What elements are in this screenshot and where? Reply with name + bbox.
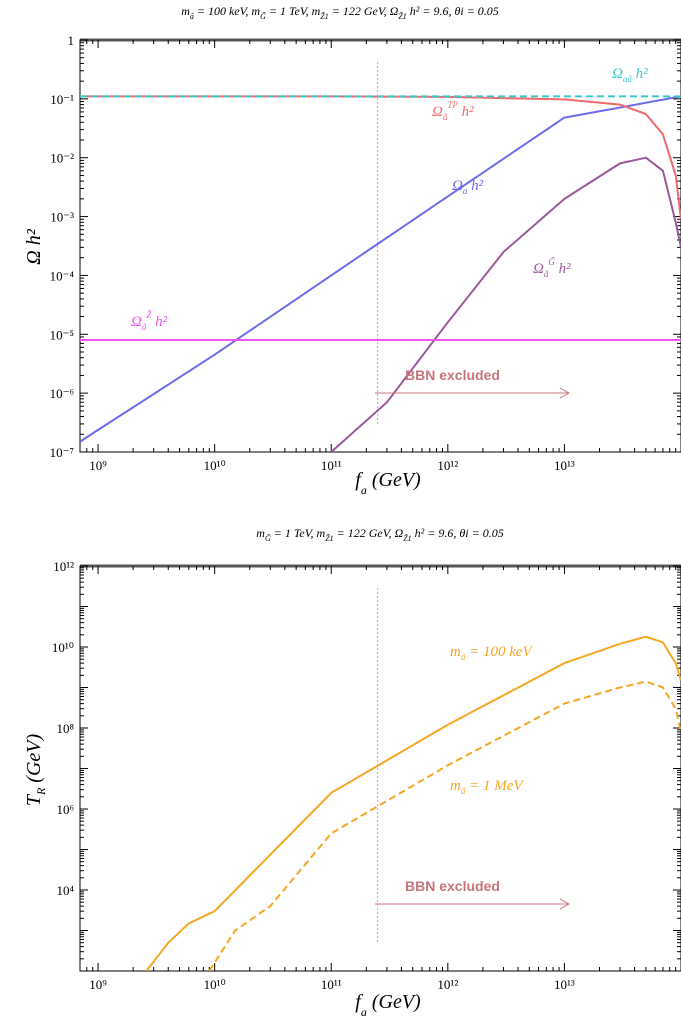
top-y-tick-label: 1 [68,33,75,48]
bottom-y-tick-label: 10⁶ [56,802,74,817]
bbn-arrowhead-bottom [559,898,571,910]
label-omega-aa: Ωaã h² [612,66,648,84]
top-x-tick-label: 10¹¹ [321,458,342,473]
top-y-tick-label: 10⁻³ [50,210,74,225]
bbn-excluded-label-top: BBN excluded [405,367,500,383]
label-omega-tp: ΩãTP h² [432,100,474,122]
top-x-tick-label: 10¹² [437,458,458,473]
bottom-series-line-1 [208,680,681,971]
bottom-y-tick-label: 10¹² [53,559,74,574]
label-omega-a: Ωa h² [452,178,484,196]
panel-top-title: mã = 100 keV, mG̃ = 1 TeV, mZ̃1 = 122 Ge… [181,4,499,21]
top-x-tick-label: 10¹³ [554,458,575,473]
label-ma-100kev: mã = 100 keV [450,644,534,662]
bottom-x-tick-label: 10¹³ [554,977,575,992]
bottom-x-tick-label: 10¹¹ [321,977,342,992]
label-ma-1mev: mã = 1 MeV [450,778,524,796]
top-x-tick-label: 10¹⁰ [204,458,226,473]
top-series-line-1 [80,95,681,220]
bottom-series-line-0 [145,635,681,971]
top-y-tick-label: 10⁻⁵ [50,327,74,342]
bottom-x-tick-label: 10¹⁰ [204,977,226,992]
panel-bottom-axes: 10⁹ 10¹⁰ 10¹¹ 10¹² 10¹³ 10¹² 10¹⁰ 10⁸ 10⁶ 10⁴ [52,559,681,992]
panel-bottom-title: mG̃ = 1 TeV, mZ̃1 = 122 GeV, ΩZ̃1 h² = 9… [256,526,503,543]
top-y-tick-label: 10⁻¹ [50,92,74,107]
panel-top-ylabel: Ω h² [23,228,45,264]
top-y-tick-label: 10⁻⁴ [50,268,75,283]
panel-top-xlabel: fa (GeV) [355,469,421,497]
top-y-tick-label: 10⁻² [50,151,74,166]
panel-top-series [80,62,681,452]
label-omega-neutralino: ΩãZ̃ h² [131,310,168,332]
top-y-tick-label: 10⁻⁷ [50,445,74,460]
panel-bottom-xlabel: fa (GeV) [355,991,421,1019]
panel-top: mã = 100 keV, mG̃ = 1 TeV, mZ̃1 = 122 Ge… [23,4,681,497]
bottom-y-tick-label: 10⁸ [56,721,74,736]
label-omega-gravitino: ΩãG̃ h² [533,257,571,279]
bbn-excluded-label-bottom: BBN excluded [405,878,500,894]
panel-top-axes: 10⁹ 10¹⁰ 10¹¹ 10¹² 10¹³ 1 10⁻¹ 10⁻² 10⁻³ 10⁻⁴ 10⁻⁵… [50,33,681,473]
panel-bottom-ylabel: TR (GeV) [23,733,48,806]
top-series-line-3 [330,156,681,452]
bottom-y-tick-label: 10¹⁰ [52,640,74,655]
bottom-x-tick-label: 10¹² [437,977,458,992]
top-y-tick-label: 10⁻⁶ [50,386,74,401]
bottom-y-tick-label: 10⁴ [56,883,74,898]
panel-bottom: mG̃ = 1 TeV, mZ̃1 = 122 GeV, ΩZ̃1 h² = 9… [23,526,681,1019]
bbn-arrowhead-top [559,387,571,399]
panel-bottom-series [145,588,681,971]
panel-bottom-frame [79,565,681,972]
top-series-line-0 [80,95,681,443]
top-x-tick-label: 10⁹ [89,458,107,473]
bottom-x-tick-label: 10⁹ [89,977,107,992]
